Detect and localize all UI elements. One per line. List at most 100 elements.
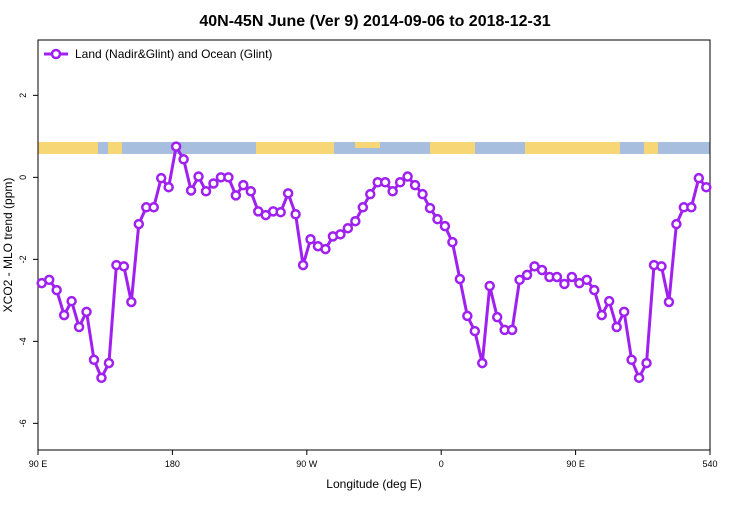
data-point	[387, 186, 398, 197]
x-tick-label: 90 W	[296, 459, 318, 469]
data-point	[454, 273, 466, 285]
data-point	[514, 274, 525, 286]
data-point	[641, 357, 652, 369]
data-point	[365, 188, 376, 200]
data-point	[686, 202, 697, 213]
data-point	[559, 278, 570, 290]
data-point	[357, 202, 369, 213]
y-tick-label: 0	[18, 175, 28, 180]
strip-land	[430, 142, 475, 154]
y-axis-label: XCO2 - MLO trend (ppm)	[1, 178, 15, 313]
data-point	[73, 321, 85, 333]
data-point	[200, 186, 212, 197]
data-point	[297, 259, 309, 271]
data-point	[320, 243, 331, 255]
data-point	[477, 357, 488, 369]
data-point	[350, 215, 361, 227]
strip-land	[38, 142, 98, 154]
data-point	[66, 295, 77, 307]
data-point	[208, 178, 219, 189]
data-point	[118, 261, 130, 272]
data-point	[275, 206, 286, 218]
data-point	[693, 172, 705, 184]
data-point	[663, 296, 675, 308]
data-point	[633, 372, 645, 384]
data-point	[618, 306, 630, 318]
data-point	[439, 220, 451, 232]
strip-land	[256, 142, 334, 154]
data-point	[596, 309, 607, 321]
data-point	[566, 271, 578, 283]
data-point	[96, 372, 107, 384]
legend: Land (Nadir&Glint) and Ocean (Glint)	[44, 47, 272, 61]
data-point	[701, 181, 712, 193]
data-point	[81, 306, 92, 318]
data-point	[506, 324, 518, 336]
data-point	[394, 177, 406, 188]
data-point	[447, 236, 458, 248]
strip-land	[108, 142, 122, 154]
data-point	[185, 185, 197, 196]
data-point	[491, 311, 503, 323]
x-tick-label: 90 E	[566, 459, 585, 469]
data-point	[424, 202, 436, 214]
data-point	[379, 177, 391, 188]
data-point	[103, 357, 115, 369]
data-point	[238, 179, 249, 191]
data-point	[170, 141, 182, 152]
data-point	[551, 271, 563, 283]
x-tick-label: 0	[439, 459, 444, 469]
data-point	[536, 264, 548, 276]
data-point	[656, 261, 667, 272]
data-point	[58, 309, 70, 321]
chart-title: 40N-45N June (Ver 9) 2014-09-06 to 2018-…	[199, 13, 550, 30]
data-point	[290, 209, 301, 220]
data-point	[155, 172, 167, 184]
data-point	[163, 181, 174, 193]
data-point	[335, 229, 346, 240]
land-ocean-strip	[38, 142, 710, 154]
data-point	[409, 179, 421, 191]
data-point	[469, 325, 481, 337]
legend-label: Land (Nadir&Glint) and Ocean (Glint)	[75, 47, 272, 61]
legend-marker	[50, 48, 62, 60]
strip-land	[525, 142, 620, 154]
data-point	[193, 171, 204, 182]
data-point	[148, 202, 159, 213]
data-point	[51, 284, 62, 296]
data-point	[603, 295, 615, 307]
data-point	[282, 188, 294, 199]
strip-land	[644, 142, 658, 154]
y-tick-label: 2	[18, 93, 28, 98]
data-point	[589, 284, 600, 296]
data-point	[342, 222, 354, 234]
data-point	[305, 234, 316, 245]
data-point	[402, 171, 413, 182]
x-axis-label: Longitude (deg E)	[326, 477, 421, 491]
data-point	[245, 186, 257, 197]
y-tick-label: -2	[18, 255, 28, 263]
strip-land	[355, 142, 380, 148]
data-point	[417, 188, 428, 200]
y-tick-label: -6	[18, 419, 28, 427]
data-point	[43, 274, 55, 286]
x-tick-label: 540	[702, 459, 717, 469]
data-point	[626, 354, 637, 366]
data-point	[484, 280, 495, 292]
data-point	[462, 310, 473, 322]
data-point	[432, 213, 443, 225]
data-point	[230, 190, 242, 201]
data-point	[223, 172, 234, 183]
data-point	[178, 154, 189, 165]
x-tick-label: 90 E	[29, 459, 48, 469]
data-point	[671, 218, 682, 230]
y-tick-label: -4	[18, 337, 28, 345]
data-point	[611, 321, 622, 333]
data-point	[88, 354, 100, 366]
data-point	[581, 274, 593, 286]
data-point	[133, 218, 145, 230]
data-point	[126, 296, 137, 308]
plot-frame	[37, 39, 711, 451]
